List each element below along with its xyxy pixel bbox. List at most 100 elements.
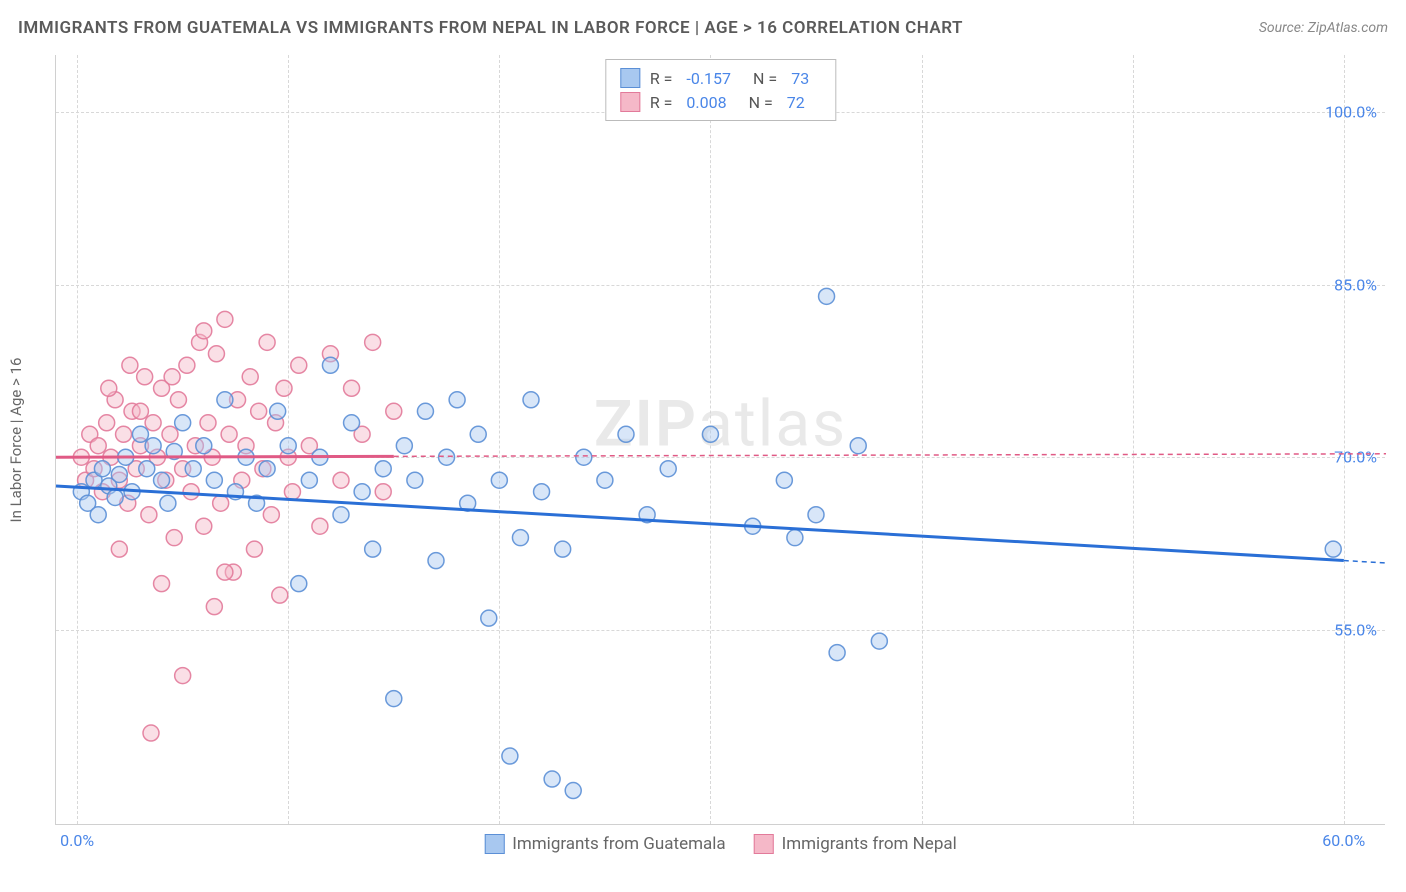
data-point xyxy=(164,369,180,385)
data-point xyxy=(291,357,307,373)
data-point xyxy=(170,392,186,408)
data-point xyxy=(270,403,286,419)
data-point xyxy=(333,472,349,488)
data-point xyxy=(122,357,138,373)
data-point xyxy=(544,771,560,787)
trendline xyxy=(56,456,394,457)
data-point xyxy=(702,426,718,442)
data-point xyxy=(312,518,328,534)
trendline-ext xyxy=(1344,561,1386,563)
data-point xyxy=(206,472,222,488)
data-point xyxy=(386,691,402,707)
data-point xyxy=(301,472,317,488)
legend-stats: R = -0.157 N = 73 R = 0.008 N = 72 xyxy=(605,59,836,121)
swatch-series-a-icon xyxy=(484,834,504,854)
series-b-label: Immigrants from Nepal xyxy=(782,834,957,854)
data-point xyxy=(90,507,106,523)
legend-stats-row-b: R = 0.008 N = 72 xyxy=(620,90,821,114)
data-point xyxy=(101,380,117,396)
data-point xyxy=(145,438,161,454)
data-point xyxy=(246,541,262,557)
data-point xyxy=(94,461,110,477)
data-point xyxy=(111,466,127,482)
swatch-series-a xyxy=(620,68,640,88)
scatter-svg xyxy=(56,55,1385,824)
data-point xyxy=(523,392,539,408)
data-point xyxy=(365,334,381,350)
data-point xyxy=(481,610,497,626)
data-point xyxy=(183,484,199,500)
data-point xyxy=(116,426,132,442)
data-point xyxy=(502,748,518,764)
data-point xyxy=(272,587,288,603)
data-point xyxy=(259,334,275,350)
data-point xyxy=(819,288,835,304)
data-point xyxy=(196,438,212,454)
n-value-b: 72 xyxy=(787,93,805,112)
data-point xyxy=(162,426,178,442)
data-point xyxy=(375,461,391,477)
x-tick-label: 60.0% xyxy=(1322,831,1365,850)
data-point xyxy=(175,668,191,684)
data-point xyxy=(576,449,592,465)
data-point xyxy=(242,369,258,385)
data-point xyxy=(660,461,676,477)
data-point xyxy=(512,530,528,546)
data-point xyxy=(160,495,176,511)
x-tick-label: 0.0% xyxy=(60,831,94,850)
data-point xyxy=(428,553,444,569)
data-point xyxy=(280,438,296,454)
data-point xyxy=(143,725,159,741)
series-a-label: Immigrants from Guatemala xyxy=(512,834,725,854)
data-point xyxy=(354,484,370,500)
data-point xyxy=(132,426,148,442)
data-point xyxy=(284,484,300,500)
legend-series: Immigrants from Guatemala Immigrants fro… xyxy=(484,834,957,854)
data-point xyxy=(137,369,153,385)
data-point xyxy=(179,357,195,373)
data-point xyxy=(217,392,233,408)
data-point xyxy=(344,415,360,431)
data-point xyxy=(787,530,803,546)
data-point xyxy=(555,541,571,557)
data-point xyxy=(449,392,465,408)
data-point xyxy=(166,530,182,546)
data-point xyxy=(196,323,212,339)
data-point xyxy=(132,403,148,419)
data-point xyxy=(90,438,106,454)
data-point xyxy=(439,449,455,465)
data-point xyxy=(206,599,222,615)
data-point xyxy=(470,426,486,442)
data-point xyxy=(365,541,381,557)
data-point xyxy=(251,403,267,419)
data-point xyxy=(291,576,307,592)
data-point xyxy=(276,380,292,396)
chart-title: IMMIGRANTS FROM GUATEMALA VS IMMIGRANTS … xyxy=(18,18,963,38)
data-point xyxy=(375,484,391,500)
swatch-series-b xyxy=(620,92,640,112)
data-point xyxy=(776,472,792,488)
data-point xyxy=(829,645,845,661)
legend-item-b: Immigrants from Nepal xyxy=(754,834,957,854)
data-point xyxy=(154,472,170,488)
data-point xyxy=(618,426,634,442)
data-point xyxy=(200,415,216,431)
legend-item-a: Immigrants from Guatemala xyxy=(484,834,725,854)
data-point xyxy=(213,495,229,511)
legend-stats-row-a: R = -0.157 N = 73 xyxy=(620,66,821,90)
data-point xyxy=(344,380,360,396)
data-point xyxy=(154,576,170,592)
data-point xyxy=(491,472,507,488)
n-value-a: 73 xyxy=(791,69,809,88)
data-point xyxy=(808,507,824,523)
data-point xyxy=(107,489,123,505)
data-point xyxy=(217,311,233,327)
r-value-a: -0.157 xyxy=(686,69,731,88)
data-point xyxy=(208,346,224,362)
data-point xyxy=(145,415,161,431)
data-point xyxy=(139,461,155,477)
data-point xyxy=(871,633,887,649)
data-point xyxy=(333,507,349,523)
data-point xyxy=(259,461,275,477)
data-point xyxy=(185,461,201,477)
